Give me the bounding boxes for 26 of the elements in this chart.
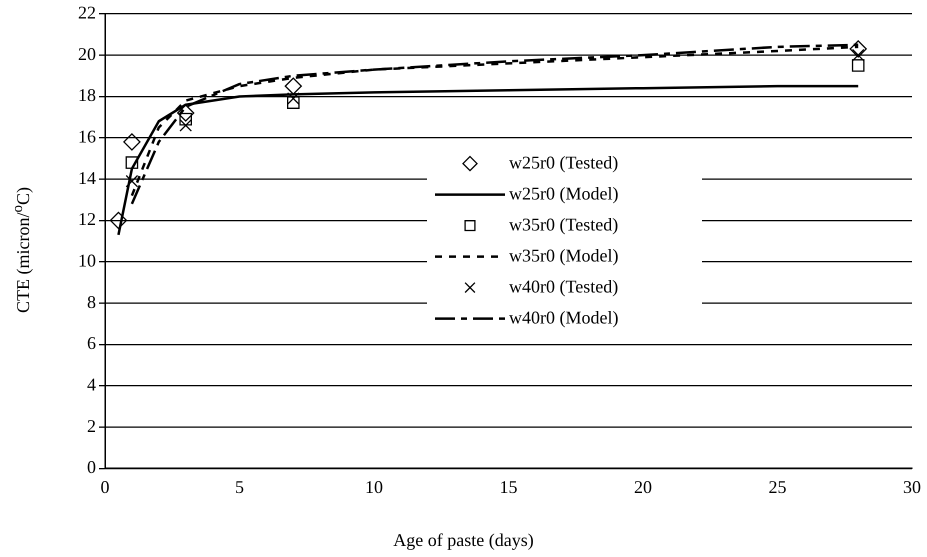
y-tick-label: 8 (87, 292, 96, 312)
x-tick-label: 5 (235, 476, 244, 497)
legend-label: w35r0 (Tested) (509, 214, 618, 234)
legend-label: w40r0 (Tested) (509, 276, 618, 296)
x-tick-label: 15 (500, 476, 518, 497)
x-tick-label: 30 (903, 476, 921, 497)
y-tick-label: 16 (78, 126, 96, 147)
x-tick-label: 20 (634, 476, 652, 497)
y-tick-label: 18 (78, 85, 96, 106)
y-tick-label: 2 (87, 416, 96, 436)
y-tick-label: 6 (87, 333, 96, 354)
y-tick-label: 22 (78, 2, 96, 23)
legend-label: w40r0 (Model) (509, 307, 618, 328)
y-tick-label: 0 (87, 457, 96, 478)
y-tick-label: 4 (87, 374, 96, 394)
x-axis-title: Age of paste (days) (392, 530, 535, 551)
y-tick-label: 20 (78, 44, 96, 64)
y-tick-label: 10 (78, 250, 96, 270)
legend-label: w25r0 (Model) (509, 183, 618, 204)
legend-label: w25r0 (Tested) (509, 152, 618, 172)
y-tick-label: 14 (78, 168, 96, 188)
x-tick-label: 10 (365, 476, 383, 497)
y-tick-label: 12 (78, 209, 96, 230)
x-tick-label: 0 (100, 476, 110, 497)
legend-label: w35r0 (Model) (509, 245, 618, 266)
x-tick-label: 25 (768, 476, 786, 497)
